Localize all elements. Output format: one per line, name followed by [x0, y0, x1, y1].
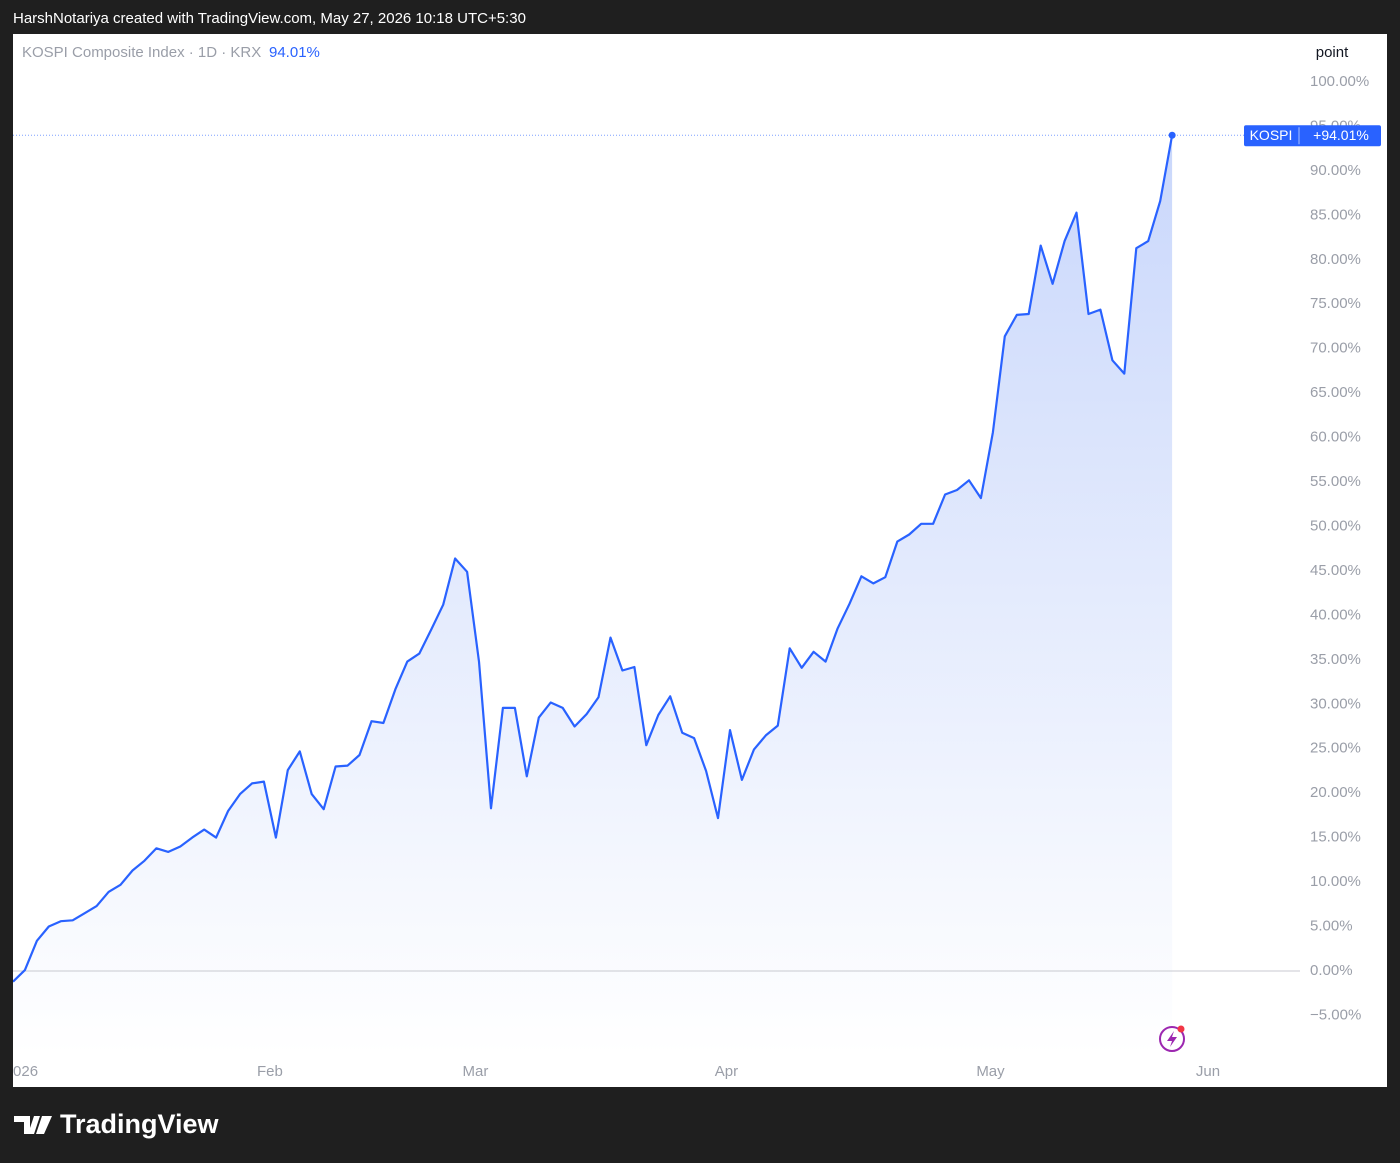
last-point — [1168, 131, 1176, 139]
y-tick-label: 100.00% — [1310, 73, 1369, 90]
legend-value: 94.01% — [269, 44, 320, 61]
y-tick-label: 40.00% — [1310, 606, 1361, 623]
scale-button-label[interactable]: point — [1316, 44, 1349, 61]
header-text: HarshNotariya created with TradingView.c… — [13, 10, 526, 27]
x-tick-label: 2026 — [5, 1063, 38, 1080]
y-tick-label: 75.00% — [1310, 295, 1361, 312]
y-tick-label: 0.00% — [1310, 962, 1353, 979]
y-tick-label: 15.00% — [1310, 829, 1361, 846]
y-tick-label: 60.00% — [1310, 429, 1361, 446]
lightning-icon[interactable] — [1159, 1025, 1185, 1052]
price-tag-name: KOSPI — [1250, 127, 1293, 143]
legend-title: KOSPI Composite Index · 1D · KRX — [22, 44, 261, 61]
x-tick-label: Apr — [715, 1063, 738, 1080]
line — [13, 135, 1174, 983]
x-tick-label: May — [976, 1063, 1005, 1080]
price-tag-value: +94.01% — [1313, 127, 1369, 143]
y-tick-label: 10.00% — [1310, 873, 1361, 890]
y-tick-label: 55.00% — [1310, 473, 1361, 490]
y-tick-label: −5.00% — [1310, 1006, 1361, 1023]
x-tick-label: Mar — [463, 1063, 489, 1080]
brand-name: TradingView — [60, 1109, 220, 1139]
brand-logo — [14, 1116, 52, 1134]
area-fill — [13, 135, 1173, 1055]
y-tick-label: 25.00% — [1310, 740, 1361, 757]
plot-area — [13, 135, 1300, 1055]
price-tag — [1244, 125, 1381, 147]
scale-button[interactable] — [1304, 38, 1384, 68]
y-tick-label: 35.00% — [1310, 651, 1361, 668]
x-tick-label: Feb — [257, 1063, 283, 1080]
y-tick-label: 85.00% — [1310, 206, 1361, 223]
y-tick-label: 20.00% — [1310, 784, 1361, 801]
y-tick-label: 90.00% — [1310, 162, 1361, 179]
y-tick-label: 50.00% — [1310, 517, 1361, 534]
y-tick-label: 80.00% — [1310, 251, 1361, 268]
y-tick-label: 45.00% — [1310, 562, 1361, 579]
y-tick-label: 65.00% — [1310, 384, 1361, 401]
x-tick-label: Jun — [1196, 1063, 1220, 1080]
y-tick-label: 70.00% — [1310, 340, 1361, 357]
y-tick-label: 5.00% — [1310, 918, 1353, 935]
axes: −5.00% 0.00% 5.00% 10.00% 15.00% 20.00% 25.00%… — [5, 73, 1381, 1080]
y-tick-label: 30.00% — [1310, 695, 1361, 712]
